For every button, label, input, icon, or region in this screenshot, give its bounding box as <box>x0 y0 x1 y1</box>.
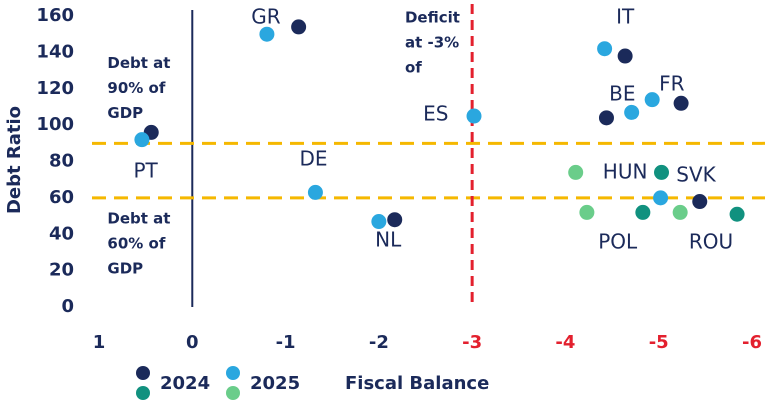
point <box>259 26 275 42</box>
legend-marker <box>136 366 150 380</box>
note: at -3% <box>405 34 459 52</box>
point <box>624 104 640 120</box>
legend-label: 2025 <box>250 373 300 394</box>
point <box>466 108 482 124</box>
x-tick-label: -6 <box>742 332 762 353</box>
point <box>291 19 307 35</box>
point <box>579 204 595 220</box>
country-label: BE <box>609 82 635 106</box>
country-label: NL <box>375 227 402 251</box>
y-tick-label: 60 <box>49 187 74 208</box>
point <box>307 184 323 200</box>
point <box>617 48 633 64</box>
point <box>134 132 150 148</box>
country-label: SVK <box>676 163 716 187</box>
point <box>729 206 745 222</box>
note: 60% of <box>107 234 165 252</box>
x-tick-label: -5 <box>649 332 669 353</box>
x-tick-label: 1 <box>93 332 106 353</box>
point <box>672 204 688 220</box>
y-tick-label: 20 <box>49 260 74 281</box>
country-label: DE <box>300 147 328 171</box>
point <box>644 92 660 108</box>
y-axis-label: Debt Ratio <box>4 106 25 214</box>
country-label: PT <box>134 159 159 183</box>
x-tick-label: -2 <box>369 332 389 353</box>
point <box>635 204 651 220</box>
country-label: HUN <box>603 160 648 184</box>
legend-marker <box>226 386 240 400</box>
note: Debt at <box>107 54 170 72</box>
point <box>371 214 387 230</box>
x-tick-label: -4 <box>555 332 575 353</box>
point <box>597 41 613 57</box>
y-tick-label: 0 <box>61 296 74 317</box>
note: Deficit <box>405 9 460 27</box>
legend-marker <box>226 366 240 380</box>
point <box>598 110 614 126</box>
point <box>653 190 669 206</box>
point <box>692 194 708 210</box>
y-tick-label: 120 <box>36 78 74 99</box>
point <box>387 212 403 228</box>
x-tick-label: 0 <box>186 332 199 353</box>
country-label: ROU <box>689 229 733 253</box>
y-tick-label: 140 <box>36 41 74 62</box>
country-label: ES <box>423 102 448 126</box>
note: 90% of <box>107 79 165 97</box>
legend-marker <box>136 386 150 400</box>
country-label: FR <box>659 72 685 96</box>
country-label: POL <box>598 229 638 253</box>
note: GDP <box>107 104 143 122</box>
y-tick-label: 100 <box>36 114 74 135</box>
y-tick-label: 160 <box>36 5 74 26</box>
country-label: GR <box>251 5 280 29</box>
legend-label: 2024 <box>160 373 210 394</box>
note: of <box>405 59 422 77</box>
point <box>673 95 689 111</box>
note: GDP <box>107 259 143 277</box>
country-label: IT <box>616 5 635 29</box>
note: Debt at <box>107 209 170 227</box>
point <box>654 164 670 180</box>
point <box>568 164 584 180</box>
x-axis-label: Fiscal Balance <box>345 373 489 394</box>
x-tick-label: -1 <box>276 332 296 353</box>
y-tick-label: 40 <box>49 223 74 244</box>
x-tick-label: -3 <box>462 332 482 353</box>
y-tick-label: 80 <box>49 151 74 172</box>
